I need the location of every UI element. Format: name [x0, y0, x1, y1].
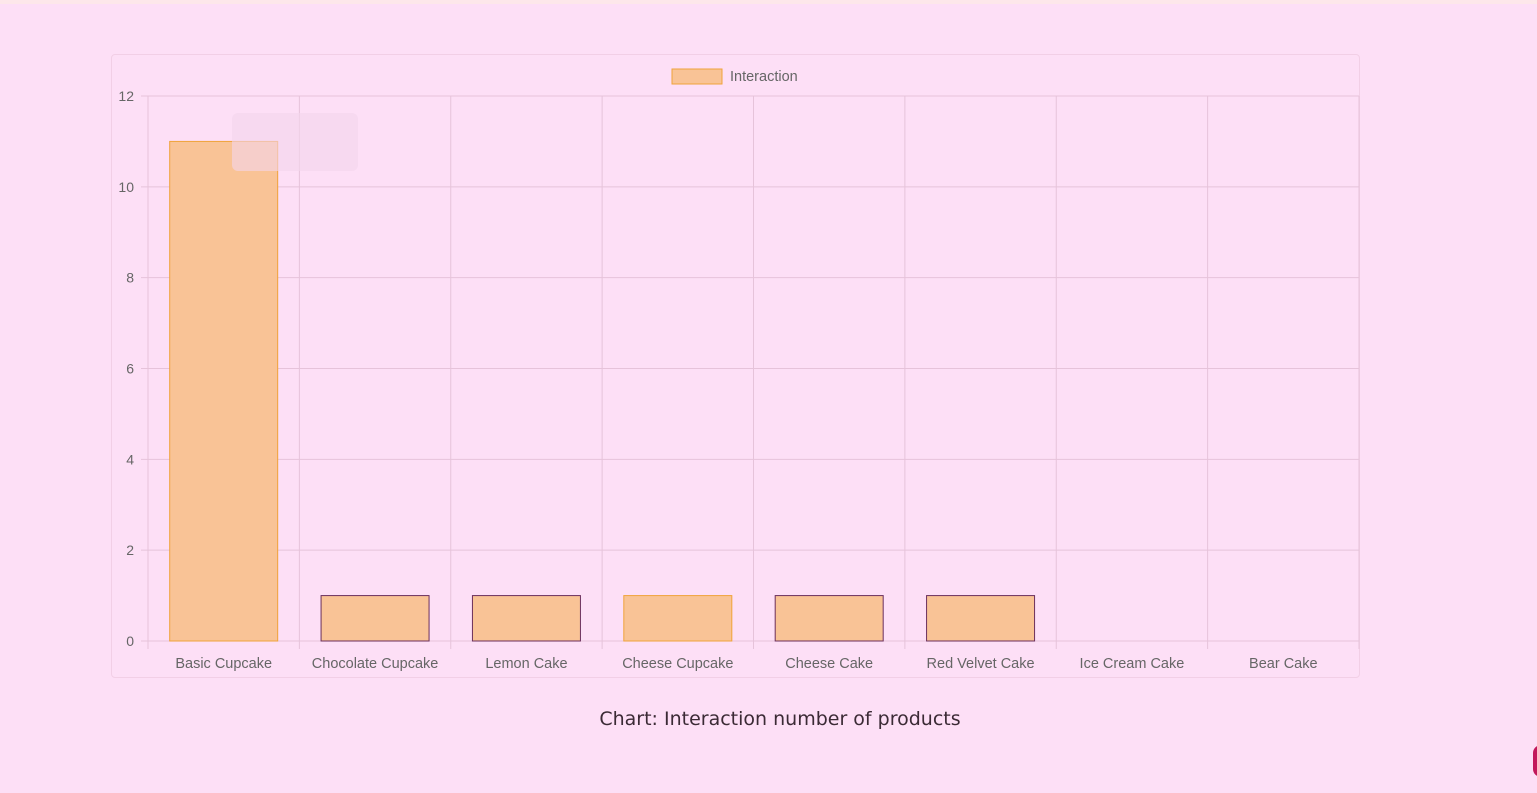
tooltip-ghost — [232, 113, 358, 171]
bar[interactable] — [926, 595, 1036, 642]
bar[interactable] — [320, 595, 430, 642]
y-tick-label: 6 — [126, 361, 134, 377]
x-tick-label: Cheese Cake — [785, 656, 873, 672]
axis-layer: 0 2 4 6 8 10 12 Basic Cupcake Chocolate Cupcake L… — [118, 88, 1317, 672]
legend[interactable]: Interaction — [671, 68, 798, 85]
y-tick-label: 0 — [126, 633, 134, 649]
y-tick-label: 12 — [118, 88, 134, 104]
x-tick-label: Red Velvet Cake — [927, 656, 1035, 672]
chart-caption: Chart: Interaction number of products — [599, 708, 961, 730]
legend-swatch[interactable] — [671, 68, 723, 85]
bar[interactable] — [471, 595, 581, 642]
legend-label[interactable]: Interaction — [730, 69, 798, 85]
x-tick-label: Bear Cake — [1249, 656, 1318, 672]
y-tick-label: 8 — [126, 270, 134, 286]
x-tick-label: Lemon Cake — [485, 656, 567, 672]
grid-layer — [141, 95, 1360, 649]
bar[interactable] — [169, 140, 279, 642]
x-tick-label: Chocolate Cupcake — [312, 656, 439, 672]
bar-chart: 0 2 4 6 8 10 12 Basic Cupcake Chocolate Cupcake L… — [118, 68, 1360, 672]
bars-layer — [169, 140, 1036, 642]
x-tick-label: Cheese Cupcake — [622, 656, 733, 672]
top-strip — [0, 0, 1537, 4]
y-tick-label: 4 — [126, 451, 134, 467]
x-tick-label: Ice Cream Cake — [1080, 656, 1185, 672]
y-tick-label: 10 — [118, 179, 134, 195]
bar[interactable] — [774, 595, 884, 642]
floating-widget-edge[interactable] — [1533, 745, 1537, 777]
y-tick-label: 2 — [126, 542, 134, 558]
bar[interactable] — [623, 595, 733, 642]
x-tick-label: Basic Cupcake — [175, 656, 272, 672]
